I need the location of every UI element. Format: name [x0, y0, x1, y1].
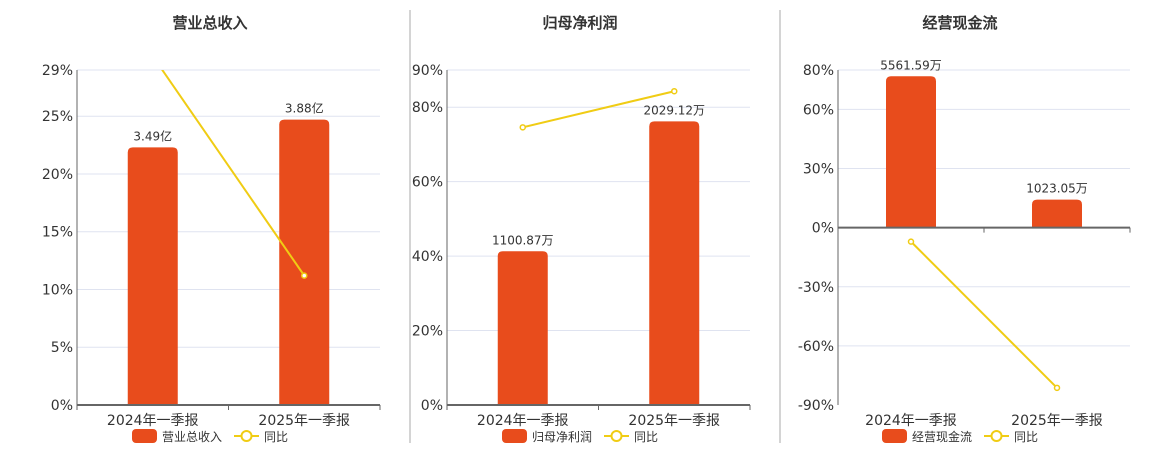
- y-tick-label: 0%: [51, 398, 73, 414]
- bar[interactable]: [497, 251, 548, 405]
- legend-line-label[interactable]: 同比: [264, 430, 288, 444]
- y-tick-label: 80%: [412, 100, 443, 116]
- yoy-line: [161, 70, 306, 277]
- legend-line-marker: [990, 430, 1003, 442]
- x-tick-label: 2024年一季报: [865, 413, 957, 429]
- y-tick-label: 29%: [42, 63, 73, 79]
- bar-value-label: 1023.05万: [1026, 182, 1088, 196]
- y-tick-label: 60%: [803, 102, 834, 118]
- chart-title: 归母净利润: [542, 14, 617, 32]
- yoy-line: [910, 240, 1058, 389]
- bar[interactable]: [649, 121, 700, 405]
- legend-bar-label[interactable]: 归母净利润: [532, 430, 592, 444]
- yoy-point[interactable]: [671, 87, 678, 95]
- y-tick-label: 20%: [42, 167, 73, 183]
- yoy-point[interactable]: [301, 272, 308, 279]
- bar[interactable]: [127, 147, 178, 405]
- legend-line-marker: [240, 430, 253, 442]
- y-tick-label: 10%: [42, 282, 73, 298]
- y-tick-label: 5%: [51, 340, 73, 356]
- yoy-point[interactable]: [150, 54, 155, 59]
- y-tick-label: 40%: [412, 249, 443, 265]
- y-tick-label: 90%: [412, 63, 443, 79]
- legend-line-label[interactable]: 同比: [634, 430, 658, 444]
- yoy-point[interactable]: [519, 124, 526, 131]
- legend-line-marker: [610, 430, 623, 442]
- bar-value-label: 5561.59万: [880, 58, 942, 72]
- x-tick-label: 2024年一季报: [477, 413, 569, 429]
- bar-value-label: 1100.87万: [492, 233, 554, 247]
- legend-bar-swatch[interactable]: [882, 429, 907, 443]
- y-tick-label: -60%: [798, 339, 834, 355]
- y-tick-label: 25%: [42, 109, 73, 125]
- yoy-point[interactable]: [1053, 384, 1061, 392]
- x-tick-label: 2025年一季报: [628, 413, 720, 429]
- chart-title: 营业总收入: [172, 14, 247, 32]
- bar-value-label: 3.49亿: [133, 128, 172, 143]
- bar[interactable]: [886, 76, 936, 228]
- legend-bar-label[interactable]: 营业总收入: [162, 430, 222, 444]
- x-tick-label: 2024年一季报: [107, 413, 199, 429]
- chart-2: 经营现金流 -90% -60% -30% 0% 30% 60% 80% 5561.59万 1023…: [798, 14, 1131, 444]
- y-tick-label: -30%: [798, 280, 834, 296]
- y-tick-label: 30%: [803, 162, 834, 178]
- y-tick-label: 60%: [412, 175, 443, 191]
- x-tick-label: 2025年一季报: [1011, 413, 1103, 429]
- y-tick-label: -90%: [798, 398, 834, 414]
- y-tick-label: 80%: [803, 63, 834, 79]
- legend-bar-swatch[interactable]: [132, 429, 157, 443]
- chart-title: 经营现金流: [922, 14, 997, 32]
- x-tick-label: 2025年一季报: [258, 413, 350, 429]
- bar[interactable]: [279, 119, 330, 405]
- bar[interactable]: [1032, 199, 1082, 228]
- yoy-line: [522, 90, 675, 129]
- y-tick-label: 0%: [421, 398, 443, 414]
- bar-value-label: 2029.12万: [643, 103, 705, 117]
- yoy-point[interactable]: [907, 238, 915, 245]
- legend-line-label[interactable]: 同比: [1014, 430, 1038, 444]
- y-tick-label: 20%: [412, 324, 443, 340]
- legend-bar-swatch[interactable]: [502, 429, 527, 443]
- chart-0: 营业总收入 0% 5% 10% 15% 20% 25% 29% 3.49亿 3.88亿 2024年一…: [42, 14, 381, 444]
- y-tick-label: 0%: [812, 221, 834, 237]
- y-tick-label: 15%: [42, 225, 73, 241]
- chart-1: 归母净利润 0% 20% 40% 60% 80% 90% 1100.87万 2029.12万 20…: [412, 14, 751, 444]
- bar-value-label: 3.88亿: [285, 101, 324, 116]
- legend-bar-label[interactable]: 经营现金流: [912, 429, 972, 444]
